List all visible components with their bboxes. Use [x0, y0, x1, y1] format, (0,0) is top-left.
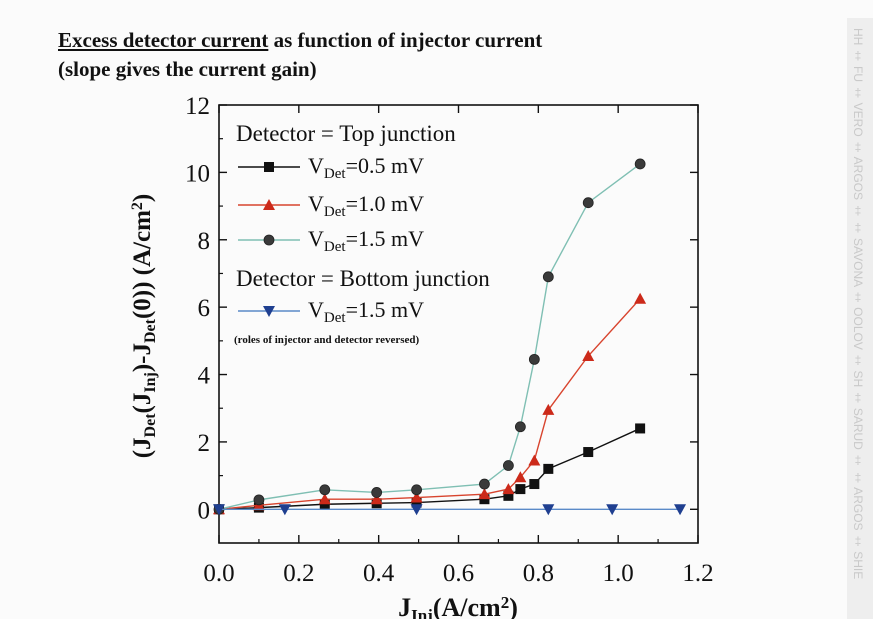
- data-point: [582, 197, 594, 209]
- legend-note: (roles of injector and detector reversed…: [234, 334, 420, 346]
- data-point: [634, 292, 647, 304]
- series-line: [218, 427, 641, 511]
- data-point: [318, 493, 331, 505]
- paper-margin-strip: HH ‡ FU ‡ VERO ‡ ARGOS ‡ ‡ SAVONA ‡ OOLO…: [847, 18, 873, 619]
- legend-label: VDet=1.0 mV: [308, 191, 424, 220]
- data-point: [278, 504, 291, 516]
- y-tick-label: 12: [185, 93, 210, 120]
- data-point: [514, 421, 526, 433]
- legend-marker: [263, 306, 275, 317]
- data-point: [503, 490, 514, 501]
- y-tick-label: 6: [198, 295, 211, 322]
- legend-group-title: Detector = Bottom junction: [236, 266, 490, 291]
- series-2: [213, 292, 647, 515]
- heading-line-2: (slope gives the current gain): [58, 57, 317, 81]
- data-point: [529, 479, 540, 490]
- x-tick-label: 1.0: [603, 560, 634, 587]
- legend-group-title: Detector = Top junction: [236, 121, 456, 146]
- legend: Detector = Top junction Detector = Bottom…: [234, 121, 490, 346]
- data-point: [479, 494, 490, 505]
- data-point: [411, 484, 422, 496]
- data-point: [213, 504, 225, 516]
- y-axis-label: (JDet(JInj)-JDet(0)) (A/cm2): [129, 194, 159, 459]
- data-point: [502, 483, 515, 495]
- legend-label: VDet=0.5 mV: [308, 153, 424, 182]
- data-point: [502, 460, 514, 471]
- y-tick-label: 8: [198, 228, 211, 255]
- data-point: [674, 504, 687, 516]
- plot-frame: [218, 104, 699, 544]
- data-point: [542, 271, 554, 283]
- data-point: [319, 484, 331, 496]
- x-tick-label: 0.8: [523, 560, 554, 587]
- legend-entry: VDet=1.0 mV: [238, 191, 424, 220]
- legend-entry: VDet=0.5 mV: [238, 153, 424, 182]
- x-axis-ticks: 0.0 0.2 0.4 0.6 0.8 1.0 1.2: [203, 105, 714, 587]
- y-tick-label: 0: [198, 497, 211, 524]
- data-point: [543, 463, 554, 474]
- y-tick-label: 2: [198, 430, 211, 457]
- data-point: [634, 158, 646, 170]
- series-line: [218, 163, 641, 510]
- x-axis-label: JInj(A/cm2): [398, 593, 518, 619]
- series-line: [218, 298, 641, 511]
- y-tick-label: 4: [198, 363, 211, 390]
- margin-strip-text: HH ‡ FU ‡ VERO ‡ ARGOS ‡ ‡ SAVONA ‡ OOLO…: [851, 28, 865, 580]
- legend-marker: [263, 234, 275, 246]
- heading-underlined-text: Excess detector current: [58, 28, 269, 52]
- data-point: [411, 497, 422, 508]
- data-point: [542, 504, 555, 516]
- data-point: [514, 471, 527, 483]
- legend-entry: VDet=1.5 mV: [238, 226, 424, 255]
- legend-label: VDet=1.5 mV: [308, 226, 424, 255]
- series-1: [214, 423, 646, 515]
- data-point: [370, 493, 383, 505]
- data-point: [515, 484, 526, 495]
- data-point: [583, 447, 594, 458]
- legend-entry: VDet=1.5 mV: [238, 297, 424, 326]
- data-point: [635, 423, 646, 434]
- chart-heading: Excess detector current as function of i…: [58, 26, 542, 84]
- data-point: [253, 494, 265, 506]
- x-tick-label: 1.2: [682, 560, 713, 587]
- series-4: [213, 504, 687, 516]
- data-point: [528, 454, 541, 466]
- data-point: [371, 487, 383, 498]
- x-tick-label: 0.4: [363, 560, 395, 587]
- legend-label: VDet=1.5 mV: [308, 297, 424, 326]
- legend-marker: [264, 162, 274, 172]
- data-point: [410, 491, 423, 503]
- heading-line-1: Excess detector current as function of i…: [58, 26, 542, 55]
- data-point: [478, 488, 491, 500]
- x-tick-label: 0.2: [283, 560, 314, 587]
- data-point: [542, 403, 555, 415]
- y-tick-label: 10: [185, 160, 210, 187]
- legend-marker: [263, 199, 275, 210]
- data-point: [606, 504, 619, 516]
- heading-rest-text: as function of injector current: [268, 28, 543, 52]
- data-point: [582, 350, 595, 362]
- series-3: [213, 158, 646, 515]
- data-point: [528, 353, 540, 365]
- data-point: [410, 504, 423, 516]
- x-tick-label: 0.6: [443, 560, 474, 587]
- data-point: [319, 499, 330, 510]
- x-tick-label: 0.0: [203, 560, 234, 587]
- y-axis-ticks: 0 2 4 6 8 10 12: [185, 93, 698, 524]
- data-point: [479, 478, 490, 490]
